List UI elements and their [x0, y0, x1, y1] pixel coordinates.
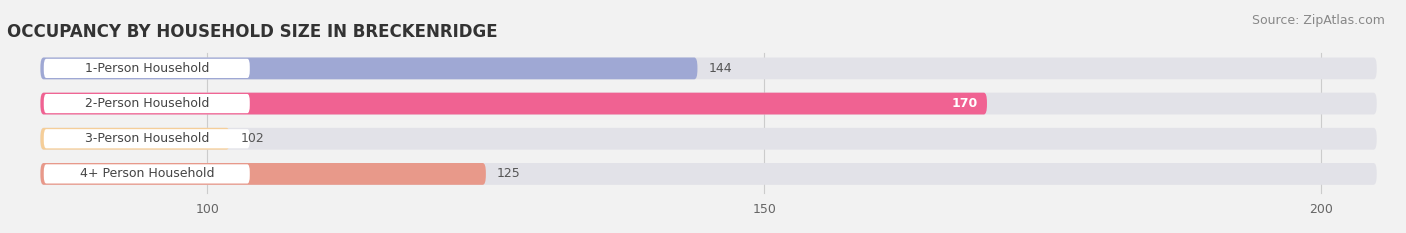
FancyBboxPatch shape: [44, 94, 250, 113]
Text: 125: 125: [496, 168, 520, 180]
FancyBboxPatch shape: [41, 58, 697, 79]
FancyBboxPatch shape: [41, 163, 1376, 185]
FancyBboxPatch shape: [41, 93, 1376, 114]
Text: 4+ Person Household: 4+ Person Household: [80, 168, 214, 180]
Text: Source: ZipAtlas.com: Source: ZipAtlas.com: [1251, 14, 1385, 27]
Text: OCCUPANCY BY HOUSEHOLD SIZE IN BRECKENRIDGE: OCCUPANCY BY HOUSEHOLD SIZE IN BRECKENRI…: [7, 23, 498, 41]
FancyBboxPatch shape: [44, 59, 250, 78]
FancyBboxPatch shape: [41, 163, 486, 185]
FancyBboxPatch shape: [44, 164, 250, 184]
Text: 170: 170: [952, 97, 979, 110]
Text: 1-Person Household: 1-Person Household: [84, 62, 209, 75]
Text: 144: 144: [709, 62, 733, 75]
FancyBboxPatch shape: [41, 128, 1376, 150]
Text: 2-Person Household: 2-Person Household: [84, 97, 209, 110]
Text: 102: 102: [240, 132, 264, 145]
FancyBboxPatch shape: [41, 93, 987, 114]
FancyBboxPatch shape: [41, 128, 229, 150]
FancyBboxPatch shape: [44, 129, 250, 148]
FancyBboxPatch shape: [41, 58, 1376, 79]
Text: 3-Person Household: 3-Person Household: [84, 132, 209, 145]
